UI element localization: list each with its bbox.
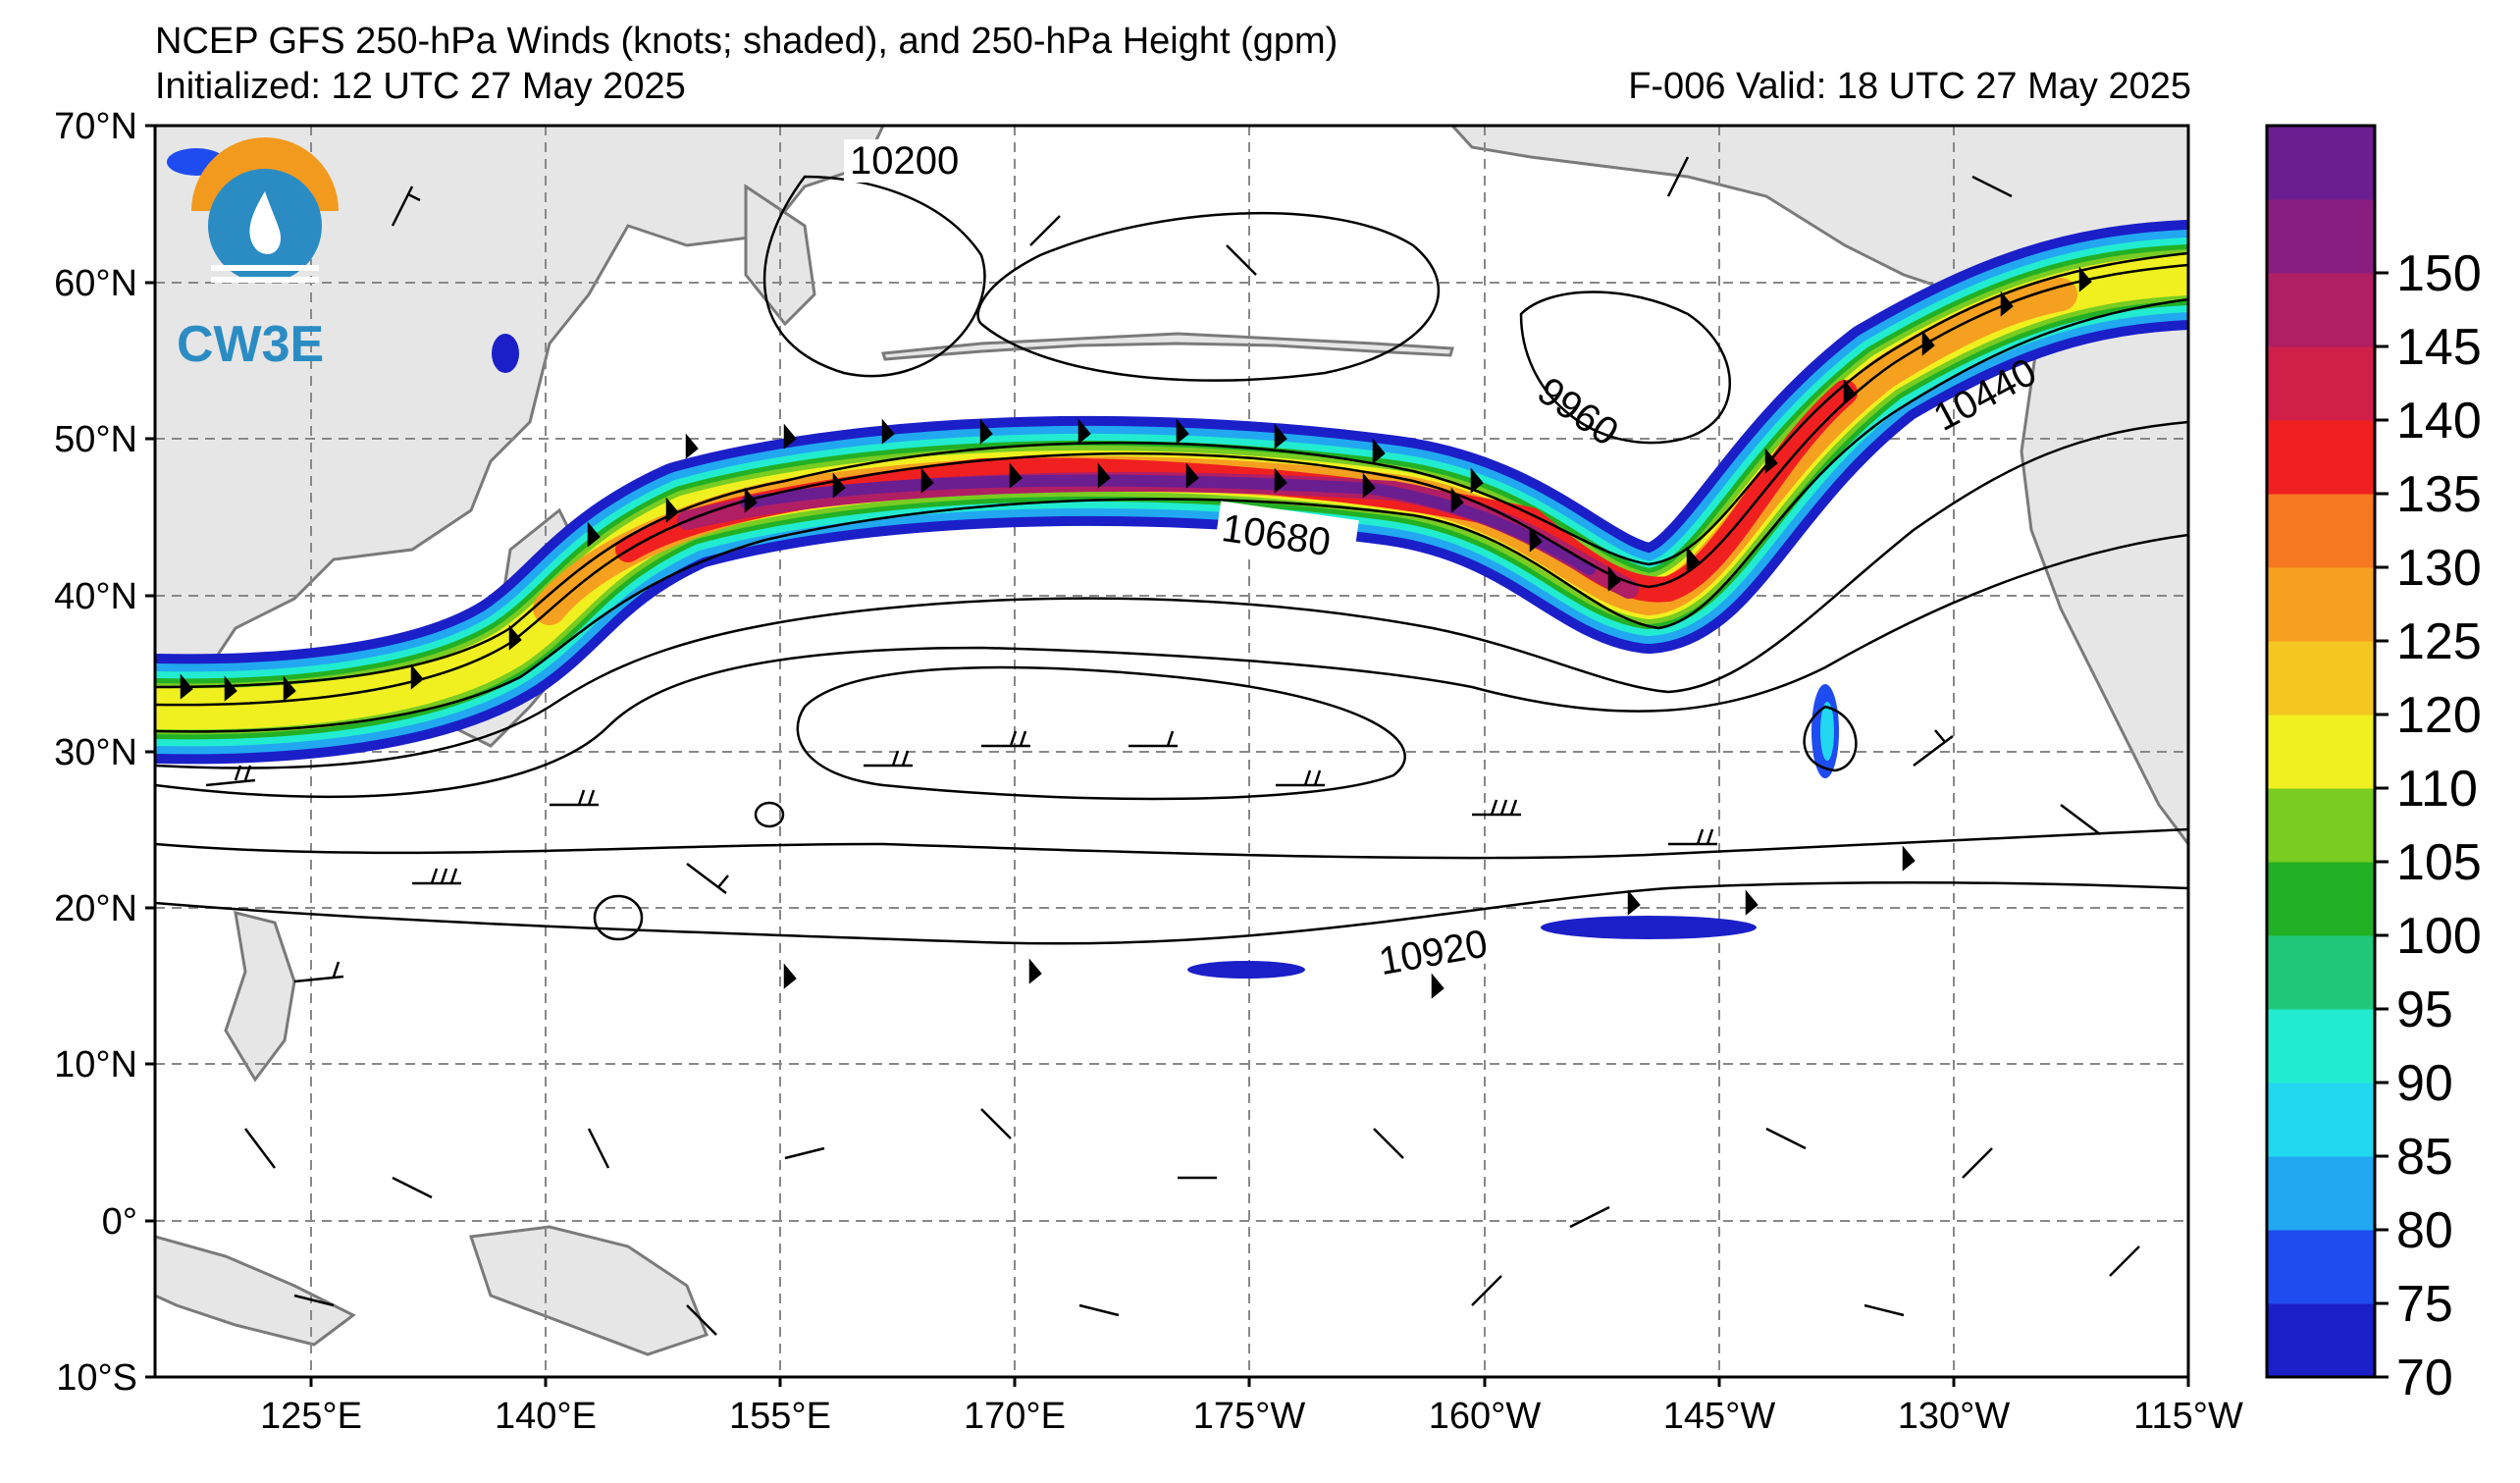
- lat-label: 50°N: [54, 419, 137, 460]
- jet-flag-barbs: [180, 266, 2092, 999]
- lon-label: 175°W: [1193, 1396, 1306, 1437]
- contour-label-10200: 10200: [850, 139, 959, 183]
- initialized-time: Initialized: 12 UTC 27 May 2025: [155, 66, 686, 107]
- colorbar-segment: [2267, 273, 2375, 347]
- lat-label: 0°: [102, 1201, 137, 1243]
- colorbar-segment: [2267, 862, 2375, 936]
- colorbar-label: 90: [2396, 1055, 2453, 1112]
- lat-label: 40°N: [54, 576, 137, 617]
- colorbar-label: 120: [2396, 687, 2482, 744]
- colorbar-label: 150: [2396, 245, 2482, 302]
- valid-time: F-006 Valid: 18 UTC 27 May 2025: [1628, 66, 2191, 107]
- new-guinea: [468, 1225, 709, 1356]
- contour-label-10920: 10920: [1376, 922, 1491, 983]
- philippines-islands: [224, 910, 296, 1083]
- lat-label: 30°N: [54, 732, 137, 773]
- lon-label: 155°E: [729, 1396, 831, 1437]
- lat-label: 10°S: [56, 1357, 137, 1399]
- colorbar-label: 130: [2396, 540, 2482, 597]
- colorbar-segment: [2267, 1156, 2375, 1231]
- cw3e-logo: CW3E: [177, 137, 339, 373]
- lat-label: 20°N: [54, 888, 137, 929]
- colorbar-segment: [2267, 567, 2375, 642]
- minor-wind-maxima: [167, 148, 1839, 979]
- aleutian-islands: [880, 332, 1454, 361]
- asia-landmass: [155, 126, 885, 709]
- indonesia-islands: [155, 1235, 356, 1347]
- lon-label: 125°E: [260, 1396, 362, 1437]
- colorbar-segment: [2267, 641, 2375, 715]
- land-masses: [155, 126, 2188, 1356]
- lon-label: 160°W: [1429, 1396, 1542, 1437]
- colorbar-label: 145: [2396, 319, 2482, 376]
- lat-label: 60°N: [54, 263, 137, 304]
- north-america-west: [2020, 292, 2188, 847]
- colorbar-segment: [2267, 1303, 2375, 1378]
- lon-label: 170°E: [964, 1396, 1066, 1437]
- colorbar-label: 95: [2396, 981, 2453, 1038]
- colorbar-label: 105: [2396, 834, 2482, 891]
- kamchatka-peninsula: [744, 184, 816, 327]
- colorbar-segment: [2267, 494, 2375, 568]
- map-title: NCEP GFS 250-hPa Winds (knots; shaded), …: [155, 21, 1339, 62]
- axis-ticks: [145, 124, 2190, 1387]
- colorbar-segment: [2267, 420, 2375, 495]
- contour-label-9960: 9960: [1530, 369, 1626, 454]
- colorbar-segment: [2267, 935, 2375, 1010]
- colorbar: 70 75 80 85 90 95 100 105 110 120 125 130 135 140 145 1…: [2265, 124, 2482, 1406]
- colorbar-segment: [2267, 1009, 2375, 1084]
- colorbar-segment: [2267, 346, 2375, 421]
- colorbar-label: 75: [2396, 1276, 2453, 1333]
- colorbar-label: 135: [2396, 466, 2482, 523]
- longitude-labels: 125°E 140°E 155°E 170°E 175°W 160°W 145°…: [260, 1396, 2243, 1437]
- colorbar-label: 125: [2396, 613, 2482, 670]
- colorbar-label: 70: [2396, 1350, 2453, 1406]
- colorbar-label: 100: [2396, 908, 2482, 965]
- colorbar-label: 80: [2396, 1202, 2453, 1259]
- map-area: 10200 9960 10440 10680 10920 CW3E: [155, 126, 2188, 1377]
- lon-label: 115°W: [2133, 1396, 2243, 1437]
- lon-label: 130°W: [1898, 1396, 2011, 1437]
- feather-barbs: [205, 156, 2140, 1336]
- water-drop-icon: [249, 191, 281, 254]
- lon-label: 140°E: [495, 1396, 597, 1437]
- colorbar-label: 140: [2396, 393, 2482, 450]
- latitude-labels: 70°N 60°N 50°N 40°N 30°N 20°N 10°N 0° 10…: [54, 106, 137, 1399]
- colorbar-frame: [2265, 124, 2377, 1379]
- colorbar-segment: [2267, 126, 2375, 200]
- colorbar-label: 110: [2396, 761, 2478, 818]
- colorbar-segment: [2267, 715, 2375, 789]
- lon-label: 145°W: [1663, 1396, 1776, 1437]
- colorbar-segment: [2267, 1083, 2375, 1157]
- lat-label: 70°N: [54, 106, 137, 147]
- colorbar-segment: [2267, 1230, 2375, 1304]
- colorbar-label: 85: [2396, 1129, 2453, 1186]
- lat-label: 10°N: [54, 1044, 137, 1086]
- colorbar-segment: [2267, 199, 2375, 274]
- wind-barbs: [180, 156, 2140, 1336]
- colorbar-segment: [2267, 788, 2375, 863]
- logo-text: CW3E: [177, 316, 324, 373]
